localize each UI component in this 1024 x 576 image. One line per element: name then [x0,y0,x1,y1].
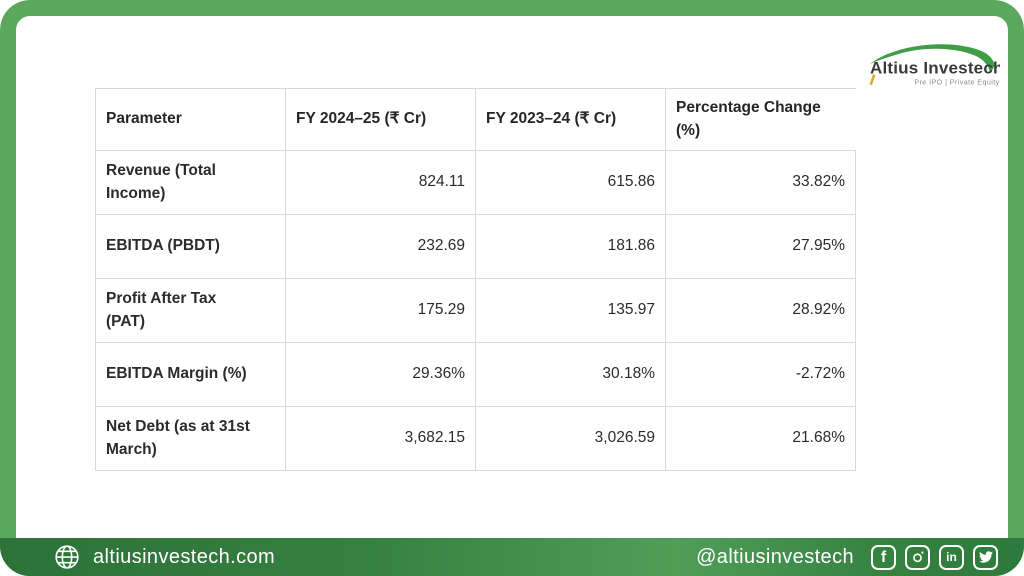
row-fy2425-value: 29.36% [285,342,476,407]
row-change-value: 33.82% [665,150,856,215]
table-row: Profit After Tax (PAT) 175.29 135.97 28.… [95,278,856,343]
altius-investech-logo: Altius Investech Pre IPO | Private Equit… [869,44,1000,87]
row-fy2324-value: 181.86 [475,214,666,279]
facebook-icon[interactable]: f [871,544,896,570]
linkedin-icon[interactable]: in [939,544,964,570]
table-row: Revenue (Total Income) 824.11 615.86 33.… [95,150,856,215]
row-fy2425-value: 175.29 [285,278,476,343]
row-parameter: Profit After Tax (PAT) [95,278,286,343]
logo-swoosh-icon [870,44,995,72]
row-fy2324-value: 30.18% [475,342,666,407]
row-change-value: 28.92% [665,278,856,343]
table-row: EBITDA (PBDT) 232.69 181.86 27.95% [95,214,856,279]
globe-icon [55,545,79,569]
header-percentage-change: Percentage Change (%) [665,88,856,151]
row-parameter: EBITDA Margin (%) [95,342,286,407]
row-parameter: Revenue (Total Income) [95,150,286,215]
row-change-value: 27.95% [665,214,856,279]
row-fy2324-value: 615.86 [475,150,666,215]
row-fy2425-value: 824.11 [285,150,476,215]
table-row: Net Debt (as at 31st March) 3,682.15 3,0… [95,406,856,471]
row-fy2324-value: 135.97 [475,278,666,343]
header-fy2425: FY 2024–25 (₹ Cr) [285,88,476,151]
footer-bar: altiusinvestech.com @altiusinvestech f i… [0,538,1024,576]
logo-title: Altius Investech [870,59,1000,78]
row-change-value: -2.72% [665,342,856,407]
row-fy2425-value: 3,682.15 [285,406,476,471]
row-change-value: 21.68% [665,406,856,471]
website-link[interactable]: altiusinvestech.com [93,545,276,568]
logo-gold-slash-icon [869,74,876,85]
instagram-icon[interactable] [905,544,930,570]
table-row: EBITDA Margin (%) 29.36% 30.18% -2.72% [95,342,856,407]
row-fy2324-value: 3,026.59 [475,406,666,471]
social-handle: @altiusinvestech [696,545,854,568]
row-parameter: Net Debt (as at 31st March) [95,406,286,471]
table-header-row: Parameter FY 2024–25 (₹ Cr) FY 2023–24 (… [95,88,856,151]
header-fy2324: FY 2023–24 (₹ Cr) [475,88,666,151]
logo-tagline: Pre IPO | Private Equity [914,78,999,87]
header-parameter: Parameter [95,88,286,151]
financial-comparison-table: Parameter FY 2024–25 (₹ Cr) FY 2023–24 (… [95,88,856,471]
row-fy2425-value: 232.69 [285,214,476,279]
row-parameter: EBITDA (PBDT) [95,214,286,279]
twitter-icon[interactable] [973,544,998,570]
